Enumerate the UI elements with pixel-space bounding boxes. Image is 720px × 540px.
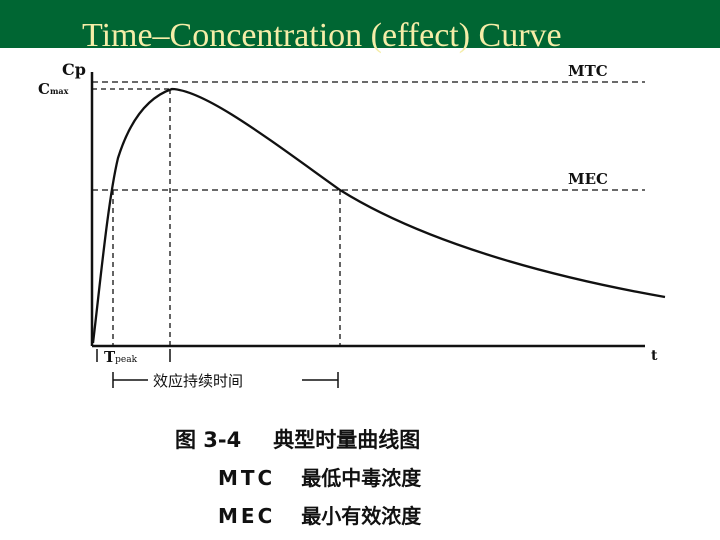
legend-abbr-mec: MEC	[218, 504, 276, 528]
legend-meaning-mtc: 最低中毒浓度	[301, 466, 422, 490]
slide-header-bar	[0, 0, 720, 48]
legend-row-mec: MEC 最小有效浓度	[218, 500, 421, 529]
legend-row-mtc: MTC 最低中毒浓度	[218, 462, 421, 491]
tpeak-label-sub: peak	[115, 355, 138, 365]
caption-title: 典型时量曲线图	[273, 428, 421, 452]
legend-meaning-mec: 最小有效浓度	[301, 504, 422, 528]
x-axis-label: t	[651, 348, 658, 364]
duration-label: 效应持续时间	[153, 372, 244, 390]
cmax-label-main: C	[38, 80, 50, 98]
tpeak-label-main: T	[104, 348, 116, 366]
mec-label: MEC	[568, 170, 608, 188]
slide-title: Time–Concentration (effect) Curve	[82, 17, 562, 54]
y-axis-label: Cp	[62, 60, 86, 79]
figure-caption: 图 3-4 典型时量曲线图	[175, 424, 420, 454]
tpeak-label: Tpeak	[104, 348, 137, 366]
concentration-curve	[91, 87, 666, 344]
cmax-label: Cmax	[38, 80, 68, 98]
cmax-label-sub: max	[49, 86, 69, 96]
legend-abbr-mtc: MTC	[218, 466, 276, 490]
mtc-label: MTC	[568, 62, 608, 80]
caption-number: 图 3-4	[175, 428, 242, 452]
